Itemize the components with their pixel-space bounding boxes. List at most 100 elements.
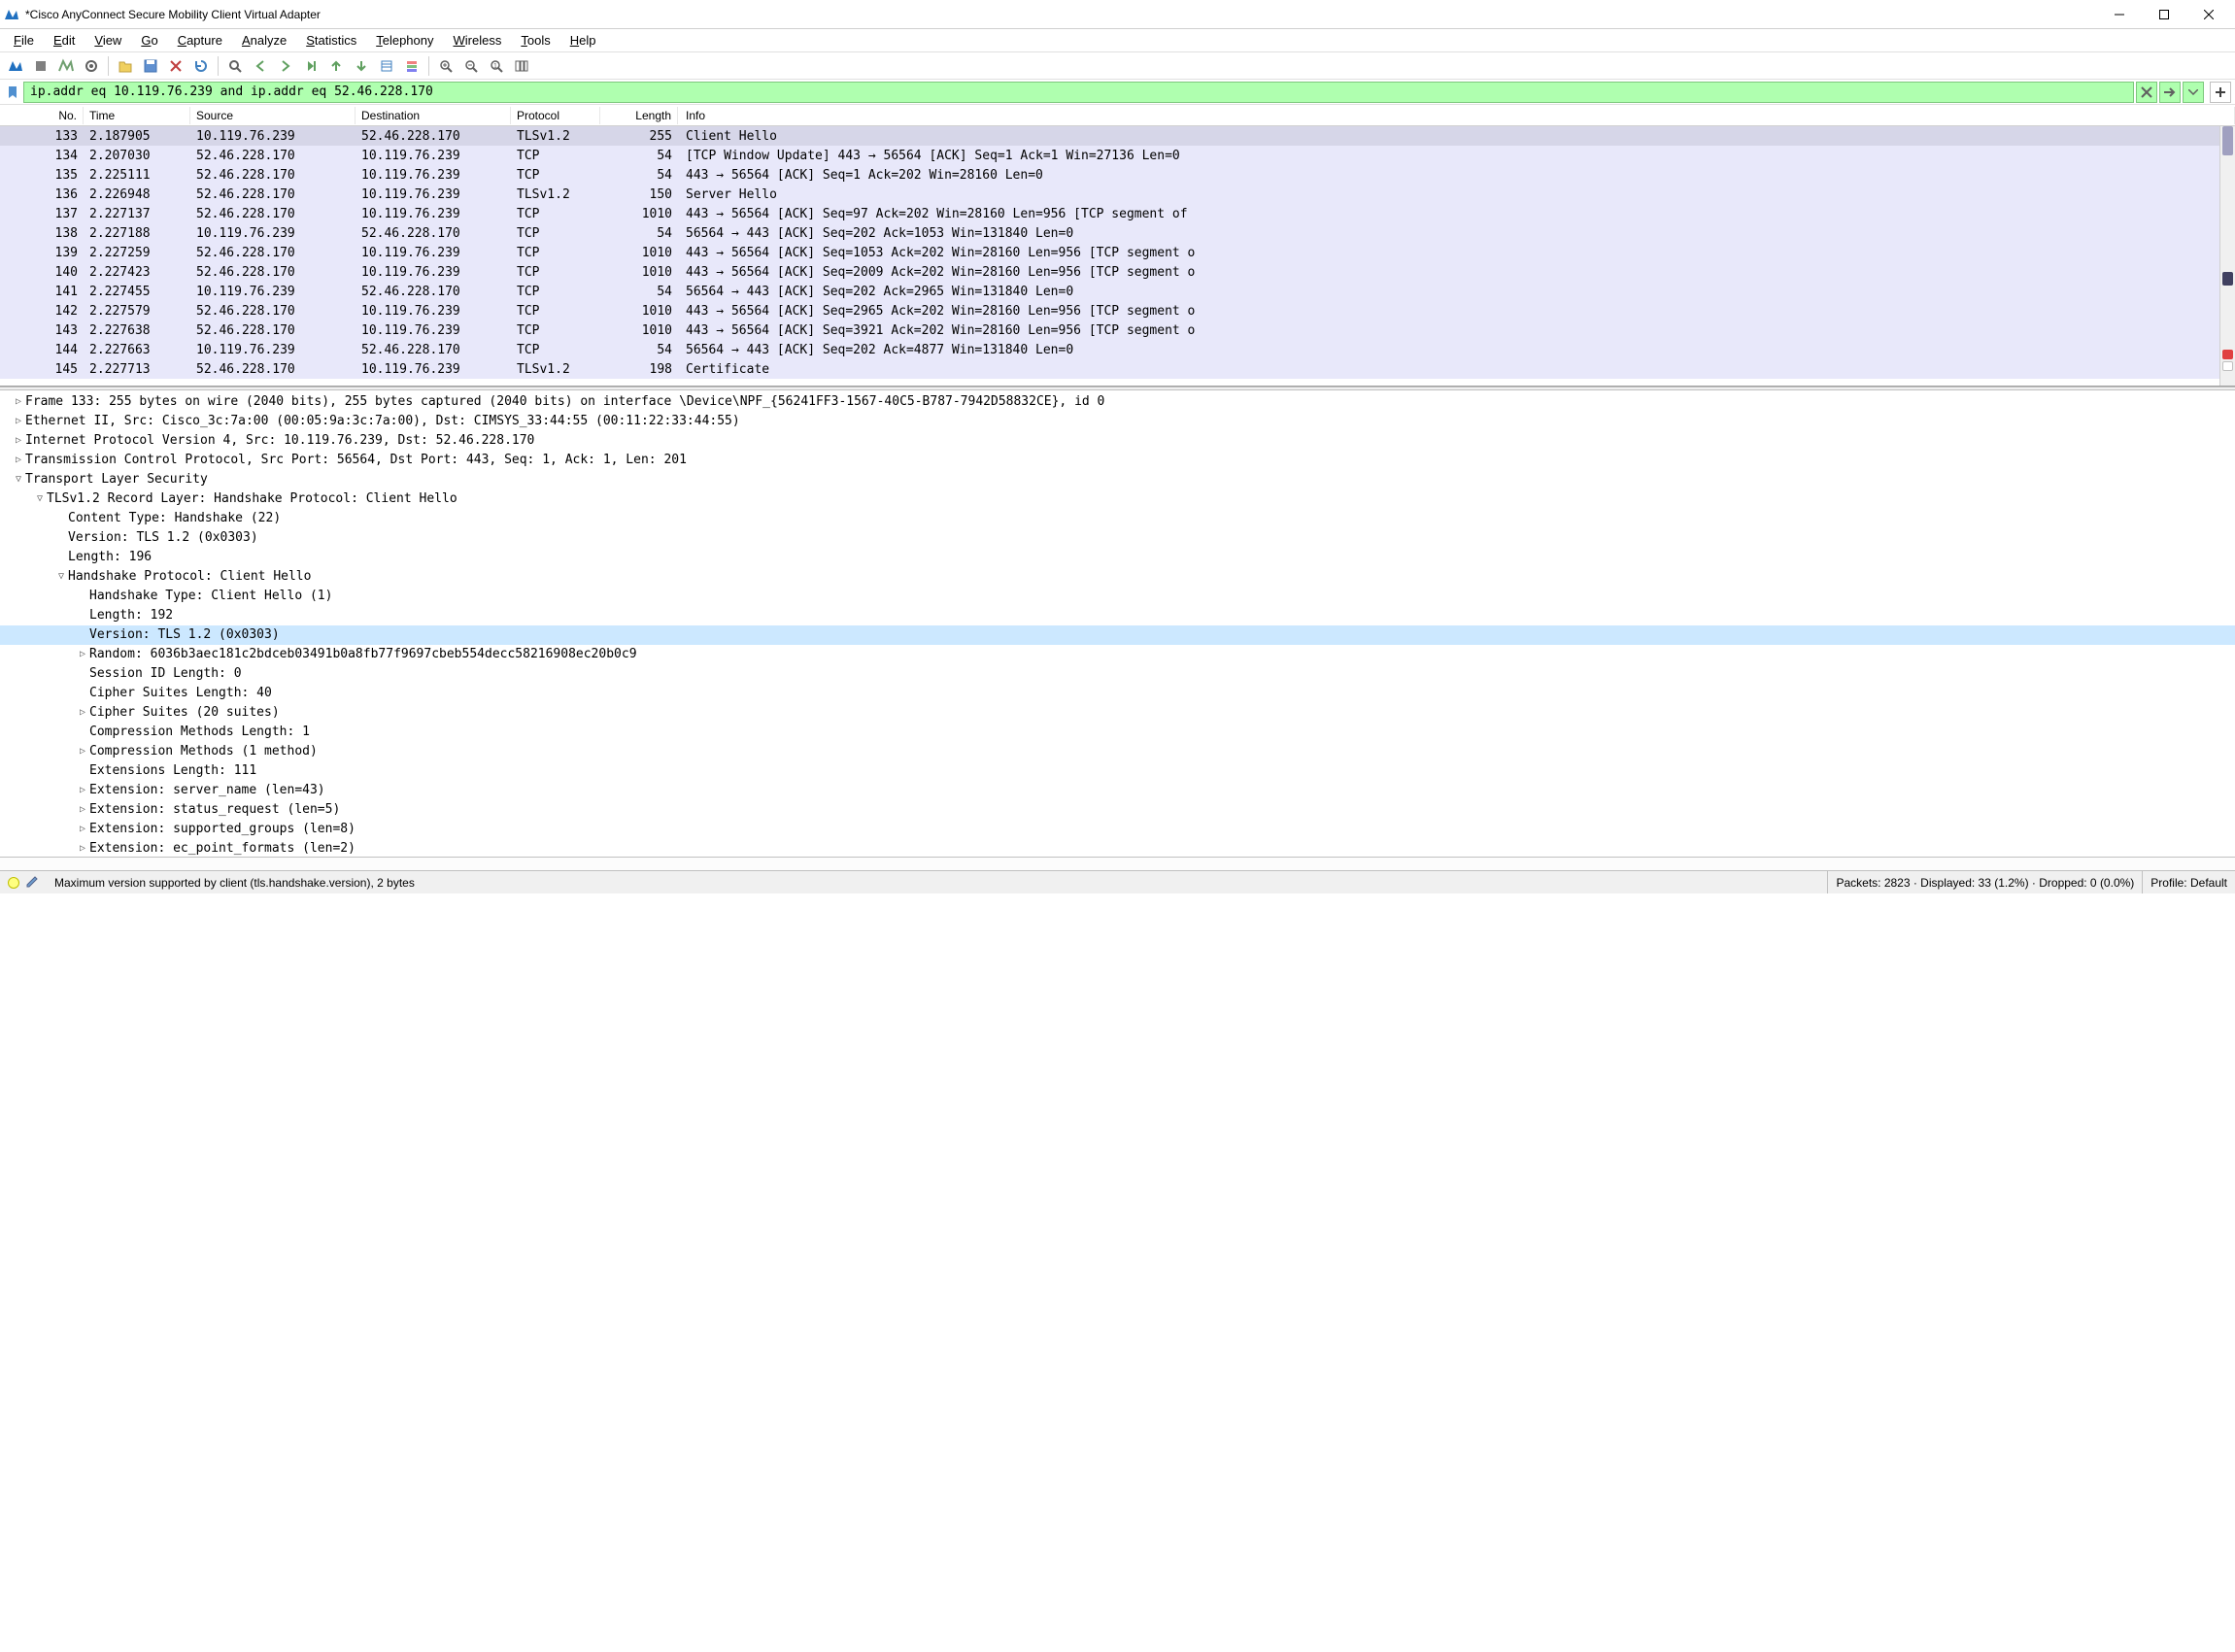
packet-row[interactable]: 1422.22757952.46.228.17010.119.76.239TCP… (0, 301, 2235, 320)
packet-list-scrollbar[interactable] (2219, 126, 2235, 386)
packet-row[interactable]: 1442.22766310.119.76.23952.46.228.170TCP… (0, 340, 2235, 359)
filter-history-dropdown[interactable] (2183, 82, 2204, 103)
menu-tools[interactable]: Tools (513, 31, 558, 50)
tree-node[interactable]: Version: TLS 1.2 (0x0303) (0, 625, 2235, 645)
tree-node[interactable]: Session ID Length: 0 (0, 664, 2235, 684)
column-header-info[interactable]: Info (678, 107, 2235, 124)
resize-columns-button[interactable] (510, 54, 533, 78)
colorize-button[interactable] (400, 54, 423, 78)
packet-bytes-pane[interactable] (0, 857, 2235, 870)
expand-icon[interactable]: ▷ (76, 839, 89, 857)
status-profile[interactable]: Profile: Default (2143, 871, 2235, 893)
column-header-time[interactable]: Time (84, 107, 190, 124)
menu-wireless[interactable]: Wireless (446, 31, 510, 50)
capture-options-button[interactable] (80, 54, 103, 78)
menu-telephony[interactable]: Telephony (368, 31, 441, 50)
display-filter-input[interactable] (23, 82, 2134, 103)
expand-icon[interactable]: ▷ (76, 800, 89, 820)
go-last-button[interactable] (350, 54, 373, 78)
column-header-protocol[interactable]: Protocol (511, 107, 600, 124)
expand-icon[interactable]: ▷ (12, 451, 25, 470)
expand-icon[interactable]: ▷ (76, 742, 89, 761)
zoom-in-button[interactable] (434, 54, 457, 78)
tree-node[interactable]: Length: 192 (0, 606, 2235, 625)
menu-analyze[interactable]: Analyze (234, 31, 294, 50)
close-file-button[interactable] (164, 54, 187, 78)
filter-apply-button[interactable] (2159, 82, 2181, 103)
menu-file[interactable]: File (6, 31, 42, 50)
tree-node[interactable]: Content Type: Handshake (22) (0, 509, 2235, 528)
packet-row[interactable]: 1392.22725952.46.228.17010.119.76.239TCP… (0, 243, 2235, 262)
zoom-out-button[interactable] (459, 54, 483, 78)
zoom-reset-button[interactable]: 1 (485, 54, 508, 78)
tree-node[interactable]: Version: TLS 1.2 (0x0303) (0, 528, 2235, 548)
packet-row[interactable]: 1402.22742352.46.228.17010.119.76.239TCP… (0, 262, 2235, 282)
packet-row[interactable]: 1362.22694852.46.228.17010.119.76.239TLS… (0, 185, 2235, 204)
minimize-button[interactable] (2097, 0, 2142, 29)
edit-capture-comment-icon[interactable] (25, 875, 41, 891)
column-header-destination[interactable]: Destination (356, 107, 511, 124)
column-header-source[interactable]: Source (190, 107, 356, 124)
filter-add-button[interactable] (2210, 82, 2231, 103)
restart-capture-button[interactable] (54, 54, 78, 78)
packet-row[interactable]: 1432.22763852.46.228.17010.119.76.239TCP… (0, 320, 2235, 340)
bookmark-filter-icon[interactable] (4, 84, 21, 101)
packet-list-pane[interactable]: No. Time Source Destination Protocol Len… (0, 105, 2235, 387)
tree-node[interactable]: ▷Compression Methods (1 method) (0, 742, 2235, 761)
tree-node[interactable]: Handshake Type: Client Hello (1) (0, 587, 2235, 606)
expand-icon[interactable]: ▷ (12, 392, 25, 412)
find-packet-button[interactable] (223, 54, 247, 78)
collapse-icon[interactable]: ▽ (12, 470, 25, 489)
packet-row[interactable]: 1372.22713752.46.228.17010.119.76.239TCP… (0, 204, 2235, 223)
tree-node[interactable]: Extensions Length: 111 (0, 761, 2235, 781)
column-header-no[interactable]: No. (0, 107, 84, 124)
menu-capture[interactable]: Capture (170, 31, 230, 50)
filter-clear-button[interactable] (2136, 82, 2157, 103)
tree-node[interactable]: ▷Extension: supported_groups (len=8) (0, 820, 2235, 839)
go-forward-button[interactable] (274, 54, 297, 78)
menu-go[interactable]: Go (133, 31, 165, 50)
expert-info-led-icon[interactable] (8, 877, 19, 889)
collapse-icon[interactable]: ▽ (33, 489, 47, 509)
start-capture-button[interactable] (4, 54, 27, 78)
maximize-button[interactable] (2142, 0, 2186, 29)
tree-node[interactable]: ▷Random: 6036b3aec181c2bdceb03491b0a8fb7… (0, 645, 2235, 664)
auto-scroll-button[interactable] (375, 54, 398, 78)
expand-icon[interactable]: ▷ (12, 431, 25, 451)
tree-node[interactable]: ▷Extension: server_name (len=43) (0, 781, 2235, 800)
tree-node[interactable]: ▽Transport Layer Security (0, 470, 2235, 489)
column-header-length[interactable]: Length (600, 107, 678, 124)
menu-view[interactable]: View (86, 31, 129, 50)
packet-row[interactable]: 1332.18790510.119.76.23952.46.228.170TLS… (0, 126, 2235, 146)
tree-node[interactable]: Length: 196 (0, 548, 2235, 567)
go-first-button[interactable] (324, 54, 348, 78)
menu-help[interactable]: Help (562, 31, 604, 50)
go-to-packet-button[interactable] (299, 54, 322, 78)
tree-node[interactable]: ▷Extension: ec_point_formats (len=2) (0, 839, 2235, 857)
packet-row[interactable]: 1412.22745510.119.76.23952.46.228.170TCP… (0, 282, 2235, 301)
menu-edit[interactable]: Edit (46, 31, 83, 50)
close-button[interactable] (2186, 0, 2231, 29)
tree-node[interactable]: ▷Internet Protocol Version 4, Src: 10.11… (0, 431, 2235, 451)
collapse-icon[interactable]: ▽ (54, 567, 68, 587)
tree-node[interactable]: ▷Ethernet II, Src: Cisco_3c:7a:00 (00:05… (0, 412, 2235, 431)
menu-statistics[interactable]: Statistics (298, 31, 364, 50)
tree-node[interactable]: Compression Methods Length: 1 (0, 723, 2235, 742)
tree-node[interactable]: ▷Transmission Control Protocol, Src Port… (0, 451, 2235, 470)
packet-row[interactable]: 1382.22718810.119.76.23952.46.228.170TCP… (0, 223, 2235, 243)
stop-capture-button[interactable] (29, 54, 52, 78)
expand-icon[interactable]: ▷ (76, 820, 89, 839)
packet-row[interactable]: 1342.20703052.46.228.17010.119.76.239TCP… (0, 146, 2235, 165)
tree-node[interactable]: ▽TLSv1.2 Record Layer: Handshake Protoco… (0, 489, 2235, 509)
expand-icon[interactable]: ▷ (12, 412, 25, 431)
reload-button[interactable] (189, 54, 213, 78)
packet-row[interactable]: 1352.22511152.46.228.17010.119.76.239TCP… (0, 165, 2235, 185)
expand-icon[interactable]: ▷ (76, 645, 89, 664)
tree-node[interactable]: ▷Extension: status_request (len=5) (0, 800, 2235, 820)
packet-details-pane[interactable]: ▷Frame 133: 255 bytes on wire (2040 bits… (0, 390, 2235, 857)
expand-icon[interactable]: ▷ (76, 781, 89, 800)
go-back-button[interactable] (249, 54, 272, 78)
tree-node[interactable]: ▽Handshake Protocol: Client Hello (0, 567, 2235, 587)
expand-icon[interactable]: ▷ (76, 703, 89, 723)
open-file-button[interactable] (114, 54, 137, 78)
